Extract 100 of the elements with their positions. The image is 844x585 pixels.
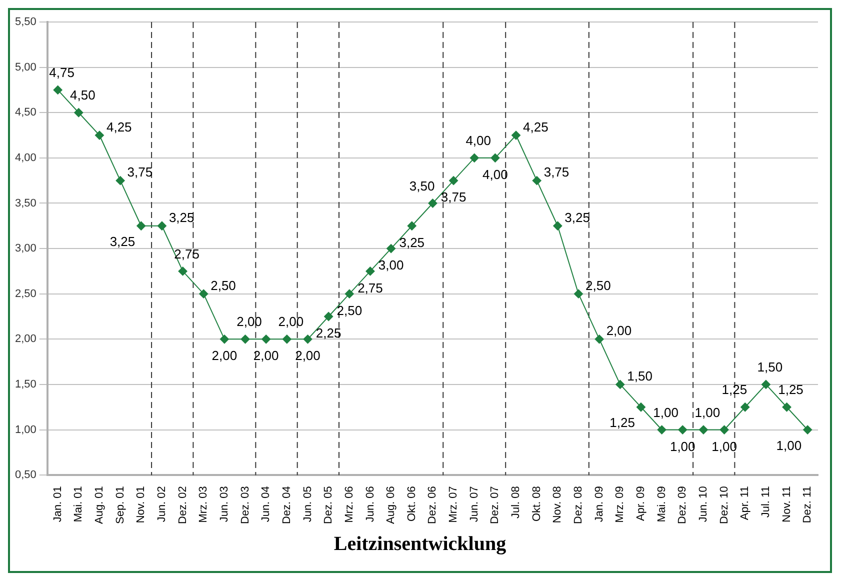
point — [262, 334, 271, 344]
point — [678, 425, 688, 434]
data-label: 2,75 — [358, 280, 383, 296]
data-label: 1,25 — [610, 415, 635, 430]
point — [157, 221, 166, 230]
point — [428, 198, 438, 208]
x-tick-label: Okt. 08 — [530, 486, 543, 522]
x-tick-label: Dez. 03 — [239, 486, 252, 524]
x-tick-label: Dez. 02 — [176, 486, 189, 524]
data-label: 2,00 — [212, 348, 238, 364]
data-label: 4,75 — [49, 65, 74, 80]
x-tick-label: Nov. 11 — [780, 486, 793, 522]
x-tick-label: Mai. 01 — [72, 486, 85, 522]
data-label: 1,50 — [757, 360, 783, 375]
point — [116, 176, 125, 186]
y-tick-label: 1,50 — [14, 378, 36, 390]
data-label: 1,00 — [670, 438, 696, 454]
data-label: 4,00 — [466, 133, 492, 148]
x-tick-label: Apr. 09 — [635, 486, 648, 521]
data-label: 3,25 — [399, 234, 425, 250]
data-label: 2,00 — [236, 314, 262, 330]
data-label: 1,25 — [778, 382, 804, 398]
point — [136, 221, 146, 230]
point — [636, 402, 646, 412]
point — [94, 130, 104, 140]
x-tick-label: Mrz. 07 — [448, 486, 460, 523]
point — [574, 289, 583, 298]
x-tick-label: Jan. 09 — [593, 486, 606, 522]
point — [740, 402, 750, 412]
data-label: 3,25 — [168, 210, 194, 225]
x-tick-label: Dez. 08 — [572, 486, 585, 524]
data-label: 2,25 — [316, 326, 342, 341]
data-label: 3,50 — [409, 178, 435, 194]
point — [407, 221, 416, 230]
x-tick-label: Nov. 01 — [135, 486, 148, 524]
y-tick-label: 0,50 — [14, 469, 36, 482]
data-label: 3,25 — [564, 210, 590, 225]
x-tick-label: Mrz. 09 — [614, 486, 626, 523]
x-tick-label: Jun. 02 — [156, 486, 168, 522]
x-tick-label: Dez. 11 — [802, 486, 814, 524]
data-label: 1,00 — [653, 404, 678, 420]
x-tick-label: Dez. 05 — [322, 486, 335, 524]
data-label: 4,25 — [523, 119, 548, 134]
data-label: 2,75 — [174, 246, 200, 262]
point — [74, 108, 84, 118]
point — [698, 425, 708, 434]
point — [490, 153, 500, 162]
x-tick-label: Jun. 04 — [260, 486, 272, 522]
x-tick-label: Nov. 08 — [552, 486, 564, 524]
data-label: 1,50 — [627, 368, 652, 384]
x-tick-label: Mrz. 03 — [198, 486, 210, 523]
data-label: 4,50 — [70, 88, 96, 103]
x-tick-label: Dez. 10 — [718, 486, 730, 524]
x-tick-label: Dez. 04 — [280, 486, 293, 524]
data-label: 2,00 — [606, 323, 632, 338]
x-tick-label: Dez. 09 — [676, 486, 689, 524]
point — [282, 334, 292, 344]
point — [303, 334, 312, 344]
x-tick-label: Aug. 01 — [94, 486, 106, 524]
y-tick-label: 3,00 — [14, 242, 36, 255]
y-tick-label: 5,00 — [14, 61, 36, 74]
point — [720, 425, 729, 434]
x-tick-label: Aug. 06 — [385, 486, 398, 524]
y-tick-label: 5,50 — [14, 16, 36, 28]
data-label: 4,00 — [482, 167, 508, 182]
point — [657, 425, 666, 434]
x-tick-label: Jun. 07 — [468, 486, 480, 522]
data-label: 4,25 — [106, 119, 132, 134]
data-label: 1,00 — [694, 404, 720, 420]
x-tick-label: Mai. 09 — [656, 486, 668, 522]
y-tick-label: 4,00 — [14, 152, 36, 164]
point — [199, 289, 208, 298]
x-tick-label: Jun. 06 — [364, 486, 376, 522]
y-tick-label: 4,50 — [14, 106, 36, 119]
data-label: 2,00 — [278, 314, 304, 330]
data-label: 1,00 — [712, 438, 737, 454]
y-tick-label: 3,50 — [14, 197, 36, 210]
x-tick-label: Jun. 03 — [218, 486, 230, 522]
data-label: 2,50 — [210, 278, 236, 293]
data-label: 3,25 — [110, 234, 136, 249]
y-tick-label: 1,00 — [14, 424, 36, 436]
y-tick-label: 2,00 — [14, 333, 36, 346]
x-tick-label: Jul. 11 — [760, 486, 772, 518]
point — [782, 402, 792, 412]
x-tick-label: Sep. 01 — [114, 486, 126, 524]
data-label: 3,75 — [127, 164, 153, 180]
x-tick-label: Dez. 06 — [426, 486, 439, 524]
point — [470, 153, 479, 162]
point — [324, 312, 334, 321]
data-label: 2,00 — [253, 348, 279, 364]
data-label: 1,25 — [722, 382, 748, 398]
data-label: 2,50 — [336, 302, 362, 318]
point — [449, 176, 458, 186]
text: Leitzinsentwicklung — [332, 533, 508, 556]
data-label: 3,75 — [440, 190, 466, 205]
data-label: 1,00 — [776, 438, 802, 453]
x-tick-label: Jun. 05 — [302, 486, 314, 522]
data-label: 3,75 — [544, 164, 570, 180]
point — [386, 244, 396, 254]
point — [240, 334, 250, 344]
